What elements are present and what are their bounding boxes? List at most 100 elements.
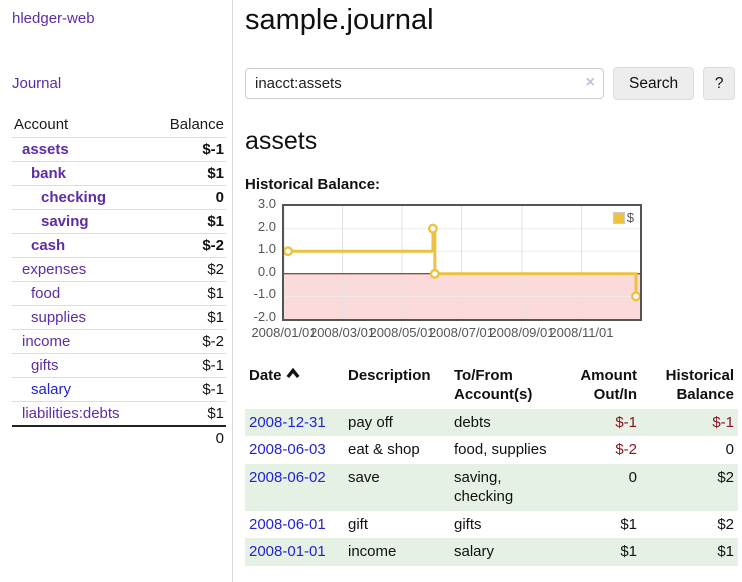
legend-label: $ (626, 210, 634, 225)
balance-chart-svg (284, 206, 640, 319)
y-tick-label: -2.0 (253, 309, 276, 324)
account-link[interactable]: salary (31, 381, 72, 398)
account-link[interactable]: expenses (22, 261, 87, 278)
transaction-amount: $-2 (615, 441, 637, 458)
register-table: Date Description To/From Account(s) Amount … (245, 365, 738, 566)
account-row: salary $-1 (12, 377, 226, 402)
account-balance: $-1 (151, 377, 226, 402)
historical-balance-chart: 3.0 2.0 1.0 0.0 -1.0 -2.0 $ 2008/01/01 2008/03… (245, 197, 685, 344)
register-header-row: Date Description To/From Account(s) Amount … (245, 365, 738, 409)
transaction-accounts: debts (450, 408, 552, 436)
x-tick-label: 2008/05/01 (369, 325, 435, 340)
search-button[interactable]: Search (613, 67, 695, 100)
transaction-row: 2008-06-03 eat & shop food, supplies $-2 0 (245, 436, 738, 464)
transaction-description: income (344, 538, 450, 566)
sort-ascending-icon (285, 368, 300, 379)
transaction-balance: $-1 (641, 408, 738, 436)
transaction-description: save (344, 463, 450, 511)
transaction-date-link[interactable]: 2008-06-02 (249, 468, 326, 486)
y-tick-label: 0.0 (257, 263, 276, 279)
account-row: liabilities:debts $1 (12, 401, 226, 426)
account-row: saving $1 (12, 209, 226, 234)
register-body: 2008-12-31 pay off debts $-1 $-1 2008-06-03 ea… (245, 408, 738, 566)
account-row: supplies $1 (12, 305, 226, 330)
account-link[interactable]: saving (41, 213, 89, 230)
register-header-to-from-account-s-: To/From Account(s) (454, 367, 533, 403)
account-row: bank $1 (12, 161, 226, 186)
register-header-date[interactable]: Date (245, 365, 344, 409)
account-balance: $-2 (151, 329, 226, 354)
transaction-amount: $-1 (552, 408, 641, 436)
transaction-description: gift (348, 515, 369, 533)
transaction-balance: $1 (641, 538, 738, 566)
account-row: assets $-1 (12, 137, 226, 162)
account-link[interactable]: gifts (31, 357, 59, 374)
transaction-date-link[interactable]: 2008-06-03 (249, 441, 326, 458)
account-row: income $-2 (12, 329, 226, 354)
y-tick-label: -1.0 (253, 286, 276, 302)
chart-label: Historical Balance: (245, 176, 381, 193)
app-brand-link[interactable]: hledger-web (12, 10, 95, 27)
transaction-date-link[interactable]: 2008-01-01 (249, 543, 326, 560)
page-title: sample.journal (245, 4, 434, 36)
search-bar: × Search ? (245, 67, 738, 100)
x-tick-label: 2008/11/01 (549, 325, 614, 340)
account-balance: $-1 (151, 137, 226, 162)
transaction-balance: 0 (725, 441, 734, 458)
transaction-row: 2008-12-31 pay off debts $-1 $-1 (245, 408, 738, 436)
account-link[interactable]: liabilities:debts (22, 405, 120, 422)
sidebar-item-journal[interactable]: Journal (12, 75, 62, 92)
transaction-amount: 0 (552, 463, 641, 511)
register-header-amount-out-in: Amount Out/In (580, 367, 637, 403)
account-title: assets (245, 127, 318, 155)
chart-plot-area: $ (282, 204, 642, 321)
x-tick-label: 2008/01/01 (251, 325, 317, 340)
x-tick-label: 2008/09/01 (489, 325, 555, 340)
account-link[interactable]: checking (41, 189, 107, 206)
y-tick-label: 3.0 (257, 196, 276, 211)
account-balance: $1 (151, 305, 226, 330)
transaction-date-link[interactable]: 2008-06-01 (249, 515, 326, 533)
account-balance: $1 (151, 401, 226, 426)
transaction-amount: $1 (620, 515, 637, 533)
transaction-description: eat & shop (348, 441, 420, 458)
account-balance: 0 (151, 185, 226, 210)
help-button[interactable]: ? (703, 67, 736, 100)
account-link[interactable]: assets (22, 141, 69, 158)
x-tick-label: 2008/03/01 (309, 325, 376, 340)
account-balance: $-2 (151, 233, 226, 258)
accounts-total-row: 0 (12, 425, 226, 450)
account-row: gifts $-1 (12, 353, 226, 378)
transaction-description: pay off (344, 408, 450, 436)
main-content: sample.journal × Search ? assets Histori… (245, 0, 738, 566)
account-link[interactable]: food (31, 285, 61, 302)
search-input[interactable] (245, 68, 604, 99)
account-balance: $1 (151, 161, 226, 186)
transaction-row: 2008-01-01 income salary $1 $1 (245, 538, 738, 566)
transaction-balance: $2 (717, 515, 734, 533)
y-tick-label: 2.0 (257, 218, 276, 234)
transaction-row: 2008-06-01 gift gifts $1 $2 (245, 511, 738, 539)
register-header-historical-balance: Historical Balance (665, 367, 734, 403)
accounts-header-balance: Balance (151, 113, 226, 138)
account-link[interactable]: supplies (31, 309, 87, 326)
accounts-total-value: 0 (151, 425, 226, 450)
y-tick-label: 1.0 (257, 241, 276, 257)
account-link[interactable]: bank (31, 165, 67, 182)
account-balance: $-1 (151, 353, 226, 378)
transaction-date-link[interactable]: 2008-12-31 (249, 413, 326, 431)
account-row: checking 0 (12, 185, 226, 210)
chart-legend: $ (610, 209, 636, 226)
account-row: food $1 (12, 281, 226, 306)
accounts-header-account: Account (12, 113, 152, 138)
account-row: cash $-2 (12, 233, 226, 258)
legend-swatch (612, 211, 625, 224)
sidebar: hledger-web Journal Account Balance asse… (0, 0, 233, 582)
clear-search-icon[interactable]: × (585, 74, 595, 91)
account-link[interactable]: cash (31, 237, 66, 254)
transaction-amount: $1 (552, 538, 641, 566)
transaction-accounts: salary (450, 538, 552, 566)
account-balance: $1 (151, 281, 226, 306)
account-link[interactable]: income (22, 333, 71, 350)
